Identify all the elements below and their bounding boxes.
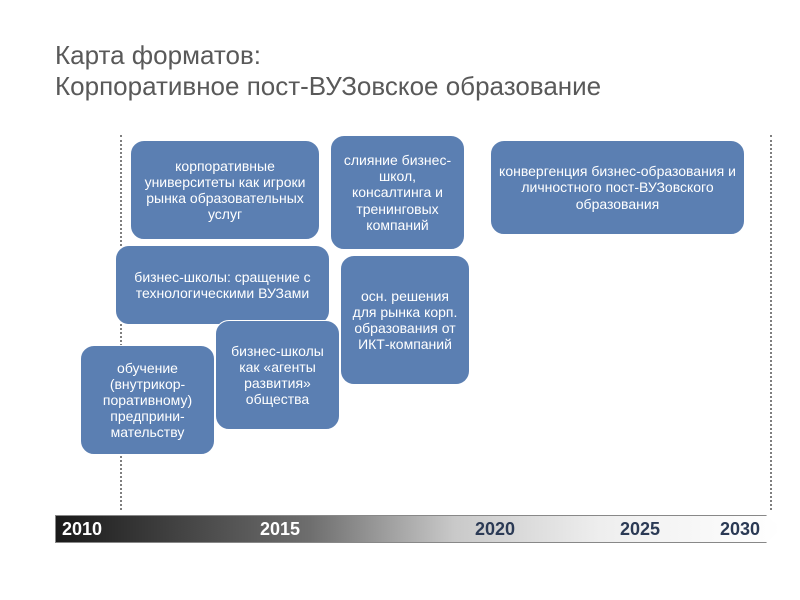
timeline-bar bbox=[55, 515, 780, 543]
timeline-year: 2030 bbox=[720, 515, 760, 543]
timeline-year: 2020 bbox=[475, 515, 515, 543]
timeline-year: 2015 bbox=[260, 515, 300, 543]
concept-box-convergence: конвергенция бизнес-образования и личнос… bbox=[490, 140, 745, 235]
slide: Карта форматов: Корпоративное пост-ВУЗов… bbox=[0, 0, 800, 600]
guide-line bbox=[770, 135, 772, 510]
concept-box-corp-universities: корпоративные университеты как игроки ры… bbox=[130, 140, 320, 240]
timeline-year: 2025 bbox=[620, 515, 660, 543]
concept-box-bschools-agents: бизнес-школы как «агенты развития» общес… bbox=[215, 320, 340, 430]
concept-box-merge-bschools-consulting: слияние бизнес-школ, консалтинга и трени… bbox=[330, 135, 465, 250]
diagram-canvas: корпоративные университеты как игроки ры… bbox=[0, 0, 800, 600]
concept-box-bschools-tech-vuz: бизнес-школы: сращение с технологическим… bbox=[115, 245, 330, 325]
concept-box-intrapreneurship: обучение (внутрикор-поративному) предпри… bbox=[80, 345, 215, 455]
timeline-year: 2010 bbox=[62, 515, 102, 543]
concept-box-ict-solutions: осн. решения для рынка корп. образования… bbox=[340, 255, 470, 385]
timeline: 2010 2015 2020 2025 2030 bbox=[55, 515, 780, 543]
